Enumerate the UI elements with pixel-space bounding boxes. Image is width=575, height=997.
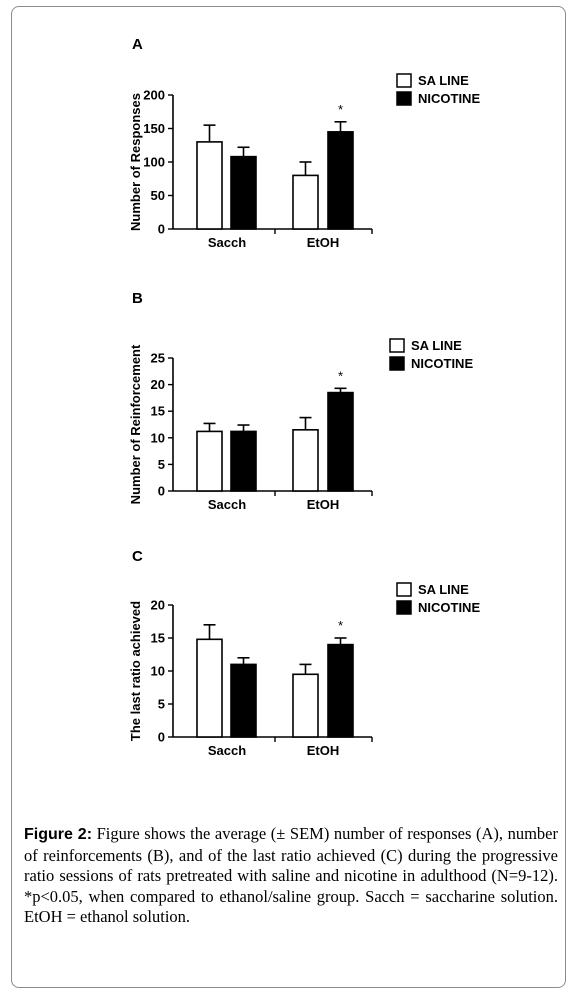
legend-label: NICOTINE <box>418 91 480 106</box>
legend-swatch <box>396 582 412 597</box>
legend-swatch <box>389 338 405 353</box>
y-tick-label: 200 <box>143 88 165 103</box>
legend-label: NICOTINE <box>418 600 480 615</box>
significance-marker: * <box>338 102 343 117</box>
bar-sa-line <box>196 430 223 492</box>
y-axis-label: Number of Reinforcement <box>128 344 143 504</box>
x-category-label: EtOH <box>307 497 340 512</box>
caption-label: Figure 2: <box>24 826 93 843</box>
y-tick-label: 0 <box>158 484 165 499</box>
x-category-label: EtOH <box>307 743 340 758</box>
y-tick-label: 25 <box>151 351 165 366</box>
chart-panel-c: C 0 5 10 15 20 The last ratio achieved Sacch EtO… <box>128 548 480 758</box>
y-tick-label: 20 <box>151 598 165 613</box>
significance-marker: * <box>338 618 343 633</box>
bar-sa-line <box>292 174 319 230</box>
panel-letter: A <box>132 36 143 53</box>
bar-sa-line <box>196 638 223 738</box>
bar-nicotine <box>327 391 354 492</box>
bar-nicotine <box>327 131 354 230</box>
figure-frame <box>11 6 566 988</box>
x-category-label: Sacch <box>208 235 246 250</box>
legend-swatch <box>389 356 405 371</box>
bar-nicotine <box>327 643 354 738</box>
y-tick-label: 15 <box>151 631 165 646</box>
legend-swatch <box>396 73 412 88</box>
chart-panel-b: B 0 5 10 15 20 25 Number of Reinforcement Sacch E… <box>128 290 473 512</box>
y-tick-label: 0 <box>158 222 165 237</box>
legend-label: SA LINE <box>418 582 469 597</box>
bar-sa-line <box>292 429 319 492</box>
y-tick-label: 100 <box>143 155 165 170</box>
y-tick-label: 5 <box>158 457 165 472</box>
y-tick-label: 150 <box>143 121 165 136</box>
y-tick-label: 0 <box>158 730 165 745</box>
legend-label: NICOTINE <box>411 356 473 371</box>
bar-nicotine <box>230 155 257 230</box>
panel-letter: C <box>132 548 143 565</box>
legend-label: SA LINE <box>418 73 469 88</box>
x-category-label: EtOH <box>307 235 340 250</box>
bar-nicotine <box>230 430 257 492</box>
y-tick-label: 50 <box>151 188 165 203</box>
y-axis-label: Number of Responses <box>128 93 143 231</box>
panel-letter: B <box>132 290 143 307</box>
significance-marker: * <box>338 368 343 383</box>
y-tick-label: 10 <box>151 664 165 679</box>
x-category-label: Sacch <box>208 743 246 758</box>
y-tick-label: 5 <box>158 697 165 712</box>
y-tick-label: 20 <box>151 377 165 392</box>
caption-text: Figure shows the average (± SEM) number … <box>24 824 558 926</box>
legend-swatch <box>396 91 412 106</box>
bar-sa-line <box>196 141 223 230</box>
bar-sa-line <box>292 673 319 738</box>
legend-swatch <box>396 600 412 615</box>
figure-caption: Figure 2: Figure shows the average (± SE… <box>24 824 558 928</box>
x-category-label: Sacch <box>208 497 246 512</box>
y-tick-label: 10 <box>151 430 165 445</box>
y-axis-label: The last ratio achieved <box>128 601 143 741</box>
legend-label: SA LINE <box>411 338 462 353</box>
bar-nicotine <box>230 663 257 738</box>
y-tick-label: 15 <box>151 404 165 419</box>
